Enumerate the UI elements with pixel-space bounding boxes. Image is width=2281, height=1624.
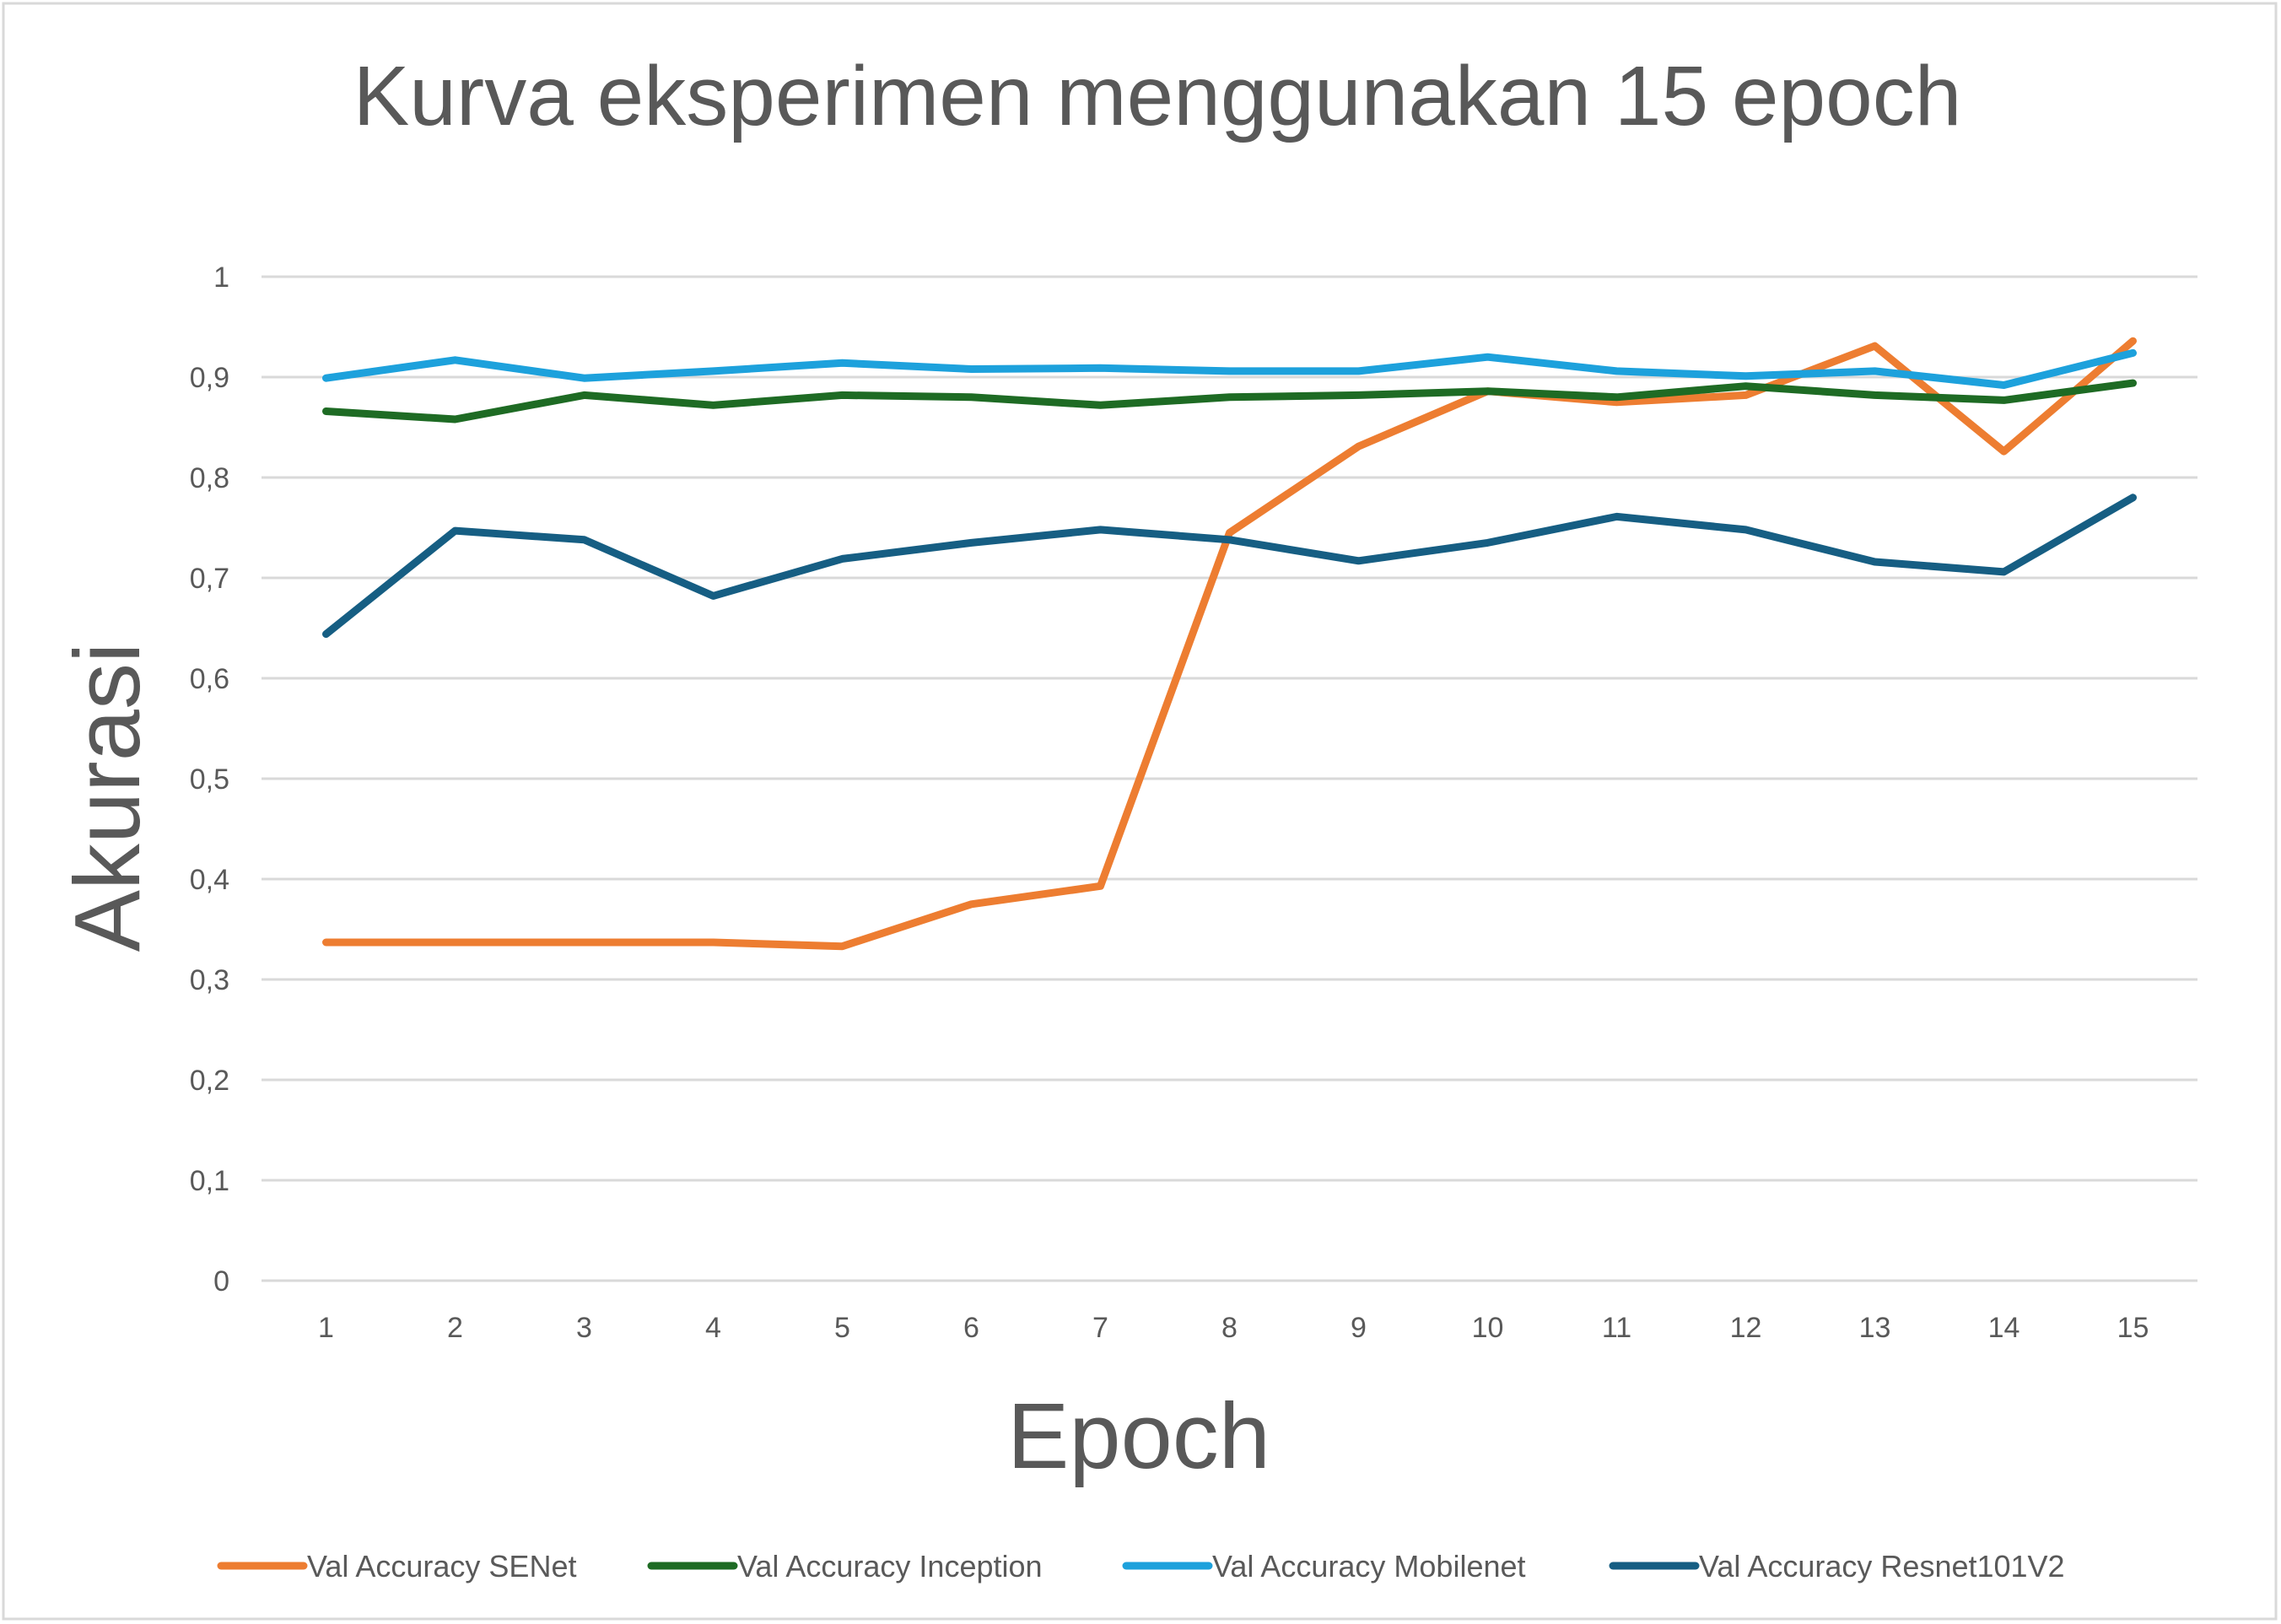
series-line-1 (322, 337, 2137, 951)
legend-label-4: Val Accuracy Resnet101V2 (1699, 1549, 2065, 1584)
series-line-3 (322, 348, 2137, 389)
x-tick-label: 11 (1602, 1312, 1631, 1344)
x-axis-title: Epoch (1007, 1384, 1270, 1488)
series-lines (322, 337, 2137, 951)
x-tick-label: 6 (963, 1312, 979, 1344)
x-tick-label: 5 (834, 1312, 850, 1344)
x-tick-label: 9 (1351, 1312, 1367, 1344)
x-tick-label: 15 (2117, 1312, 2149, 1344)
x-tick-label: 3 (576, 1312, 592, 1344)
y-tick-label: 0,2 (190, 1065, 229, 1097)
y-tick-label: 0,6 (190, 663, 229, 695)
y-axis-title: Akurasi (56, 643, 159, 952)
y-axis-ticks: 0 0,1 0,2 0,3 0,4 0,5 0,6 0,7 0,8 0,9 1 (190, 262, 229, 1298)
y-tick-label: 0,9 (190, 362, 229, 394)
legend-label-1: Val Accuracy SENet (307, 1549, 576, 1584)
x-tick-label: 1 (318, 1312, 334, 1344)
x-tick-label: 10 (1472, 1312, 1504, 1344)
x-tick-label: 7 (1092, 1312, 1108, 1344)
y-tick-label: 0,1 (190, 1165, 229, 1197)
y-tick-label: 0 (213, 1265, 229, 1298)
x-tick-label: 2 (447, 1312, 463, 1344)
gridlines (262, 275, 2197, 1282)
x-tick-label: 8 (1221, 1312, 1238, 1344)
x-tick-label: 4 (705, 1312, 721, 1344)
legend-label-2: Val Accuracy Inception (737, 1549, 1043, 1584)
legend: Val Accuracy SENet Val Accuracy Inception… (217, 1549, 2065, 1584)
y-tick-label: 0,4 (190, 864, 229, 896)
series-line-4 (322, 494, 2137, 639)
series-line-2 (322, 379, 2137, 424)
y-tick-label: 0,8 (190, 462, 229, 494)
y-tick-label: 0,5 (190, 763, 229, 796)
y-tick-label: 0,7 (190, 563, 229, 595)
y-tick-label: 1 (213, 262, 229, 294)
x-tick-label: 13 (1859, 1312, 1891, 1344)
x-tick-label: 12 (1730, 1312, 1762, 1344)
legend-label-3: Val Accuracy Mobilenet (1212, 1549, 1526, 1584)
x-axis-ticks: 1 2 3 4 5 6 7 8 9 10 11 12 13 14 15 (318, 1312, 2149, 1344)
x-tick-label: 14 (1988, 1312, 2020, 1344)
chart-title: Kurva eksperimen menggunakan 15 epoch (353, 49, 1962, 143)
y-tick-label: 0,3 (190, 964, 229, 996)
